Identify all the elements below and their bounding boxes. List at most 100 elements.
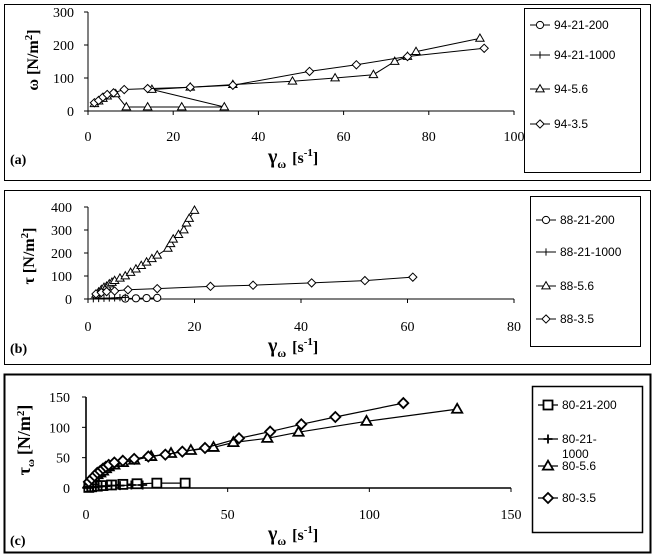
y-axis-unit-close: ] [21, 228, 38, 233]
panel-1: 0 100 200 300 0 20 40 60 80 100 94-21-200 94-21-100… [4, 4, 651, 181]
data-point [108, 88, 119, 98]
x-axis-symbol-subscript: ω [277, 534, 286, 548]
series-diamond [82, 396, 410, 489]
data-point [295, 418, 308, 431]
legend-entry: 80-3.5 [538, 491, 596, 505]
y-tick-label: 100 [53, 72, 74, 87]
series-diamond [91, 272, 418, 299]
data-point [131, 478, 143, 490]
y-tick-label: 300 [51, 224, 72, 239]
x-axis-symbol-subscript: ω [277, 346, 286, 360]
y-axis-unit-close: ] [14, 405, 34, 411]
data-point [329, 410, 342, 424]
data-point [402, 51, 413, 62]
y-axis-symbol-subscript: ω [25, 459, 37, 467]
x-axis-symbol: γ [267, 146, 278, 168]
data-point [179, 477, 191, 489]
data-point [178, 224, 189, 234]
legend-label: 88-3.5 [560, 312, 594, 326]
y-tick-label: 0 [63, 482, 70, 497]
legend-label: 80-21-1000 [562, 432, 597, 461]
data-point [450, 402, 464, 414]
legend-box [531, 385, 644, 534]
data-point [306, 278, 317, 288]
x-axis-symbol: γ [267, 335, 278, 357]
y-tick-label: 400 [51, 201, 72, 216]
data-point [142, 293, 151, 303]
legend-marker [535, 20, 545, 30]
legend-entry: 94-3.5 [530, 117, 588, 131]
data-point [121, 293, 129, 301]
x-tick-label: 40 [251, 130, 265, 145]
series-line [125, 297, 158, 299]
legend-marker [536, 51, 544, 59]
y-axis-symbol: τ [21, 276, 38, 284]
data-point [151, 477, 163, 489]
x-axis-unit: [s [292, 150, 304, 167]
legend-entry: 80-5.6 [538, 458, 596, 473]
y-axis-label: τω [N/m2] [14, 405, 37, 476]
data-point [287, 75, 298, 85]
data-point [185, 82, 196, 93]
panel-tag: (c) [10, 534, 26, 549]
legend-entry: 88-5.6 [536, 279, 594, 293]
x-axis-unit: [s [292, 339, 304, 356]
y-axis-unit-superscript: 2 [19, 232, 31, 238]
data-point [389, 56, 400, 65]
legend-marker [542, 399, 554, 411]
legend-marker [534, 83, 546, 93]
data-point [162, 242, 173, 252]
x-tick-label: 0 [83, 508, 90, 523]
data-point [397, 396, 410, 410]
legend-marker [542, 248, 550, 256]
y-tick-label: 200 [53, 39, 74, 54]
x-axis-label: γω [s-1] [267, 335, 318, 360]
data-point [142, 101, 153, 111]
data-point [116, 454, 130, 467]
x-tick-label: 20 [188, 320, 202, 335]
x-axis-unit-superscript: -1 [304, 336, 313, 348]
panel-tag: (b) [10, 342, 27, 357]
data-point [291, 425, 306, 437]
x-tick-label: 60 [337, 130, 351, 145]
data-point [368, 69, 379, 79]
data-point [131, 294, 141, 303]
legend-label: 80-21-200 [562, 398, 617, 412]
legend-marker [543, 434, 553, 444]
x-axis-unit-superscript: -1 [304, 524, 313, 536]
data-point [189, 205, 200, 214]
data-point [153, 293, 162, 302]
legend-marker [535, 119, 545, 129]
legend-entry: 94-21-1000 [530, 48, 616, 62]
data-point [126, 480, 136, 490]
data-point [173, 229, 184, 238]
y-tick-label: 150 [49, 391, 70, 406]
data-point [115, 481, 125, 491]
x-tick-label: 0 [85, 130, 92, 145]
y-tick-label: 300 [53, 6, 74, 21]
legend-marker [540, 280, 552, 290]
data-point [184, 213, 195, 222]
x-tick-label: 100 [359, 508, 380, 523]
y-tick-label: 50 [56, 452, 70, 467]
data-point [198, 441, 212, 455]
x-tick-label: 100 [504, 130, 525, 145]
data-point [142, 83, 153, 94]
data-point [176, 445, 189, 458]
data-point [205, 281, 216, 292]
legend-entry: 94-21-200 [530, 18, 609, 32]
data-point [142, 450, 155, 463]
legend-label: 94-3.5 [554, 117, 588, 131]
x-tick-label: 150 [501, 508, 522, 523]
legend-entry: 80-21-1000 [538, 432, 597, 461]
panel-tag: (a) [10, 153, 27, 168]
legend-marker [541, 314, 551, 324]
y-tick-label: 0 [67, 105, 74, 120]
legend-entry: 88-3.5 [536, 312, 594, 326]
x-axis-unit-close: ] [313, 150, 318, 167]
y-axis-symbol: τ [14, 466, 34, 475]
data-point [359, 414, 374, 426]
x-axis-unit-close: ] [313, 527, 318, 544]
